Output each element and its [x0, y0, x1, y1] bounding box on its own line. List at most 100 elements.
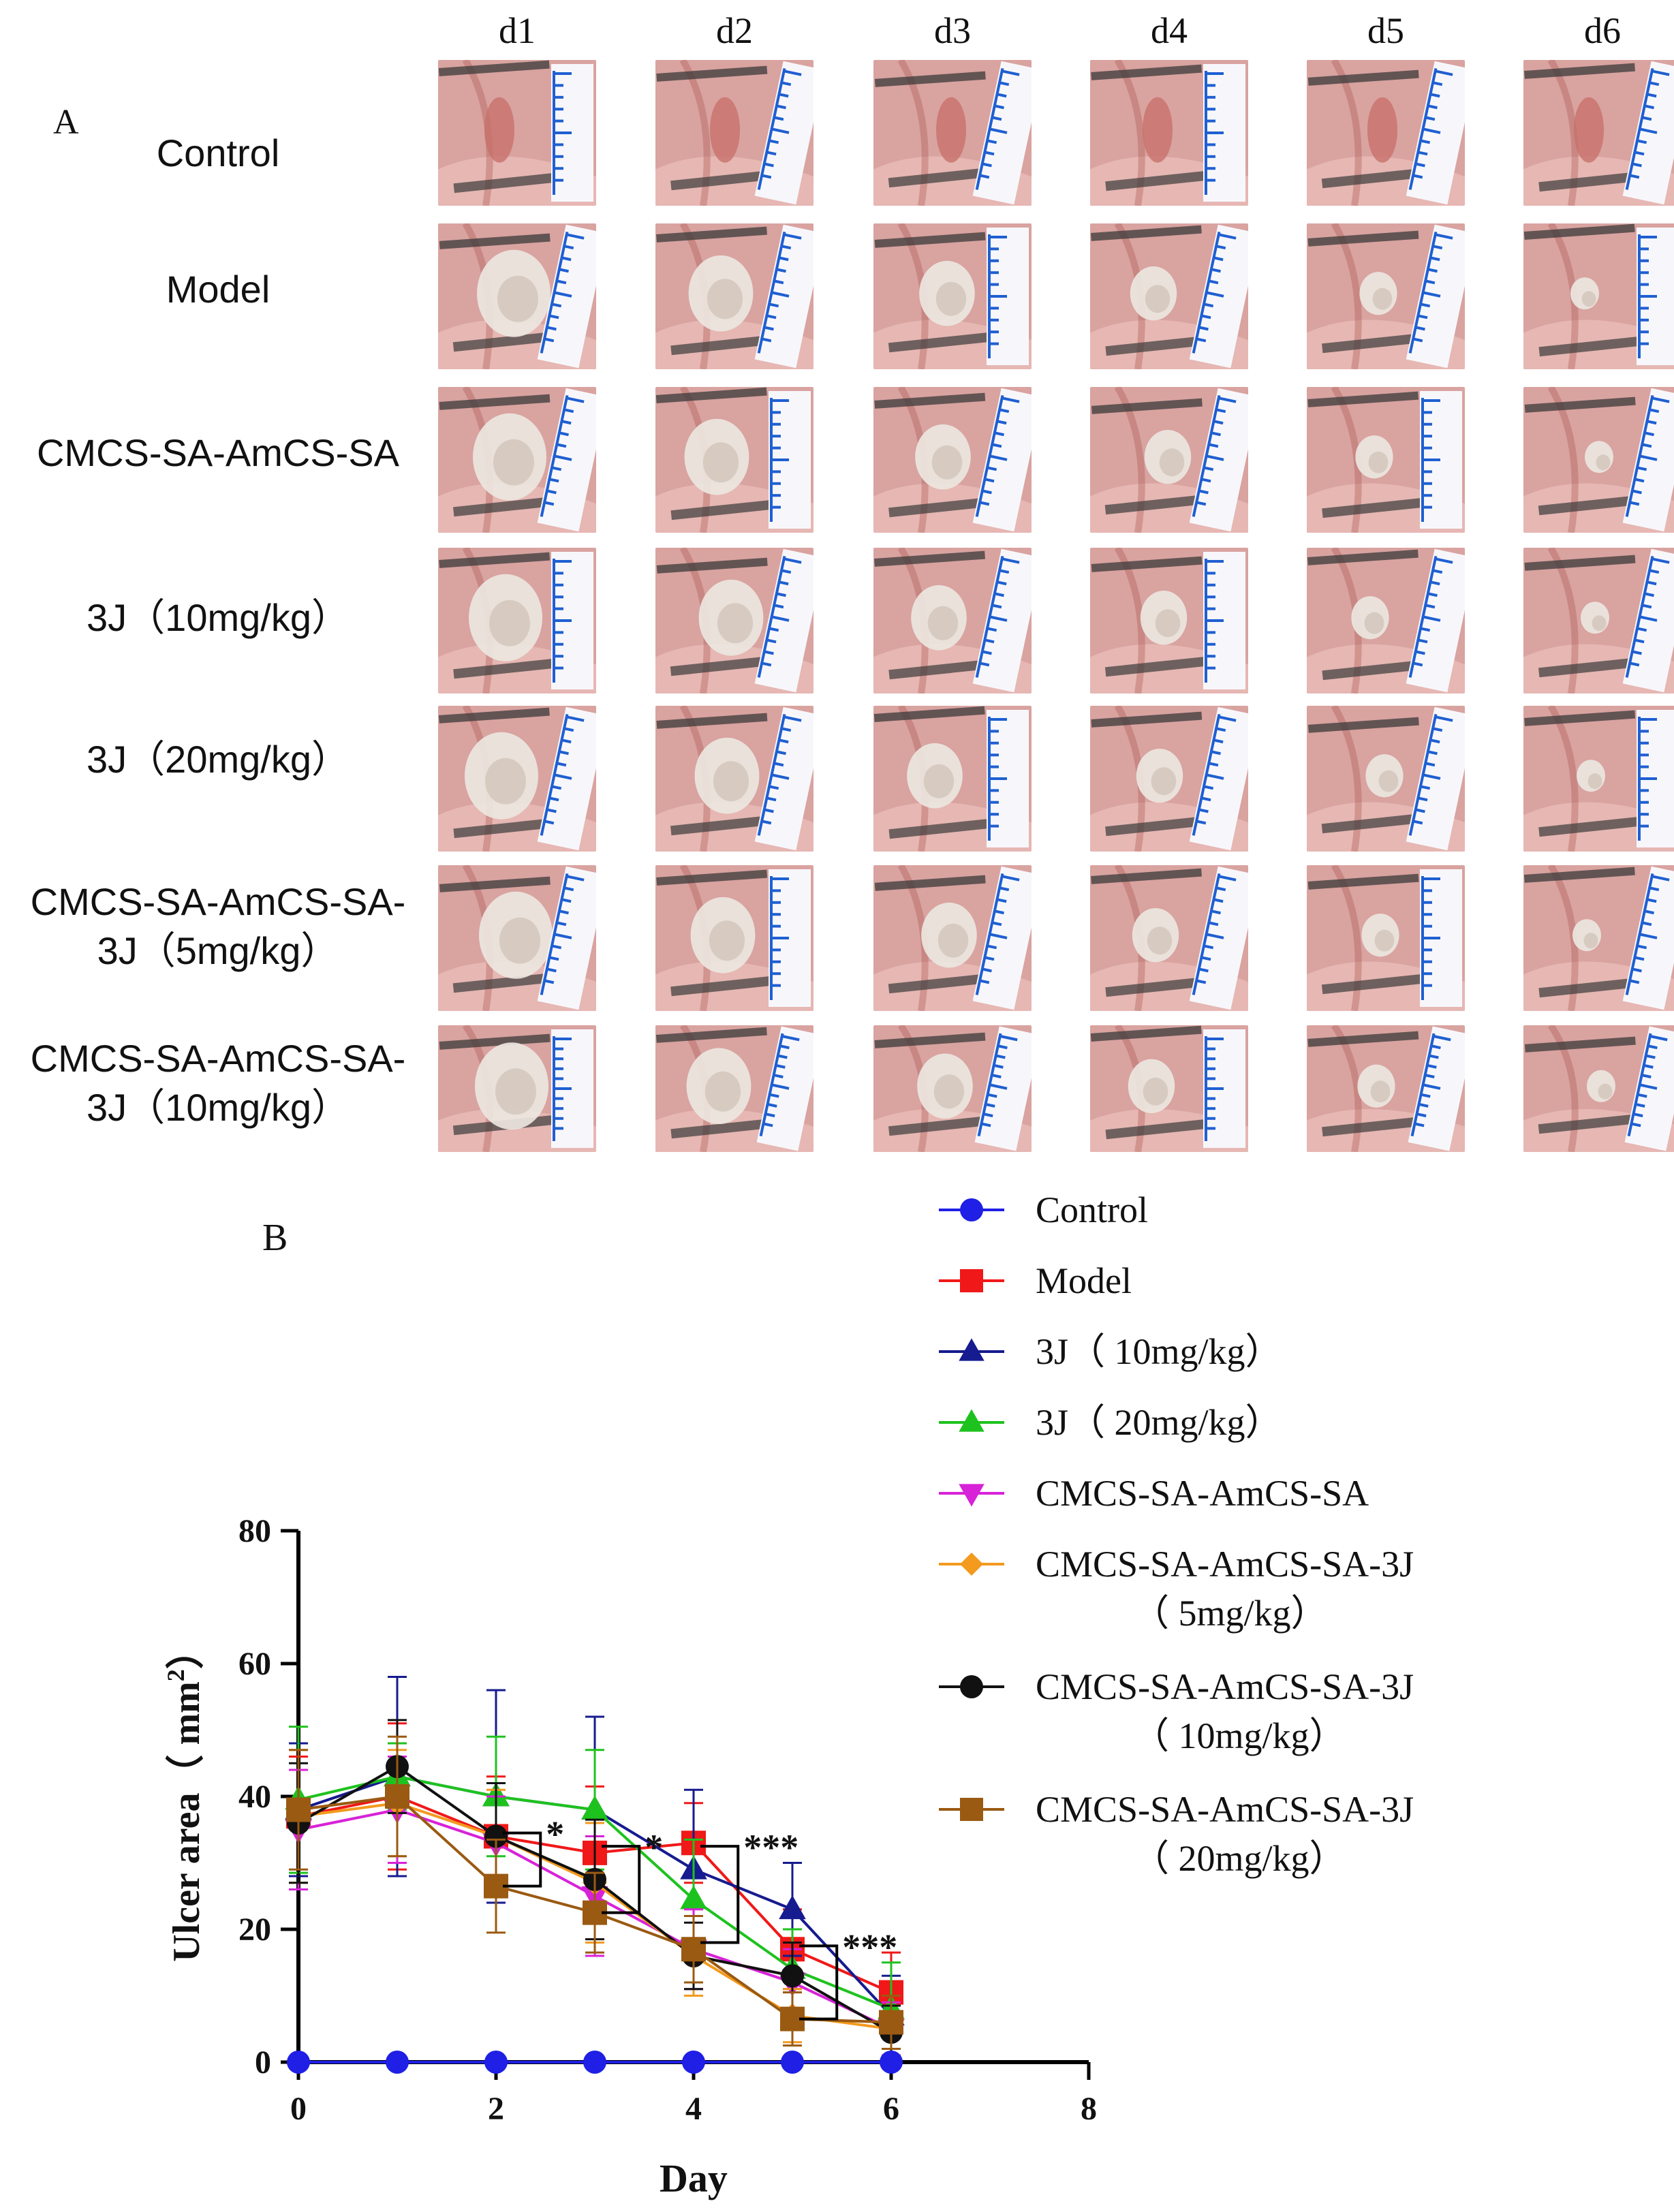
- day-label-d6: d6: [1584, 10, 1621, 51]
- data-point: [581, 1795, 608, 1820]
- y-axis-label-text: Ulcer area（ mm: [165, 1681, 208, 1962]
- row-label-line: 3J（20mg/kg）: [87, 738, 350, 781]
- data-point: [583, 2051, 606, 2074]
- series-1: [287, 2051, 903, 2074]
- row-label-4: 3J（10mg/kg）: [0, 593, 436, 642]
- panel-a-letter: A: [53, 103, 79, 142]
- ulcer-photo-r6-d2: [655, 865, 813, 1011]
- ulcer-photo-r1-d1: [438, 60, 596, 206]
- row-label-line: CMCS-SA-AmCS-SA-: [30, 1037, 406, 1080]
- legend-entry-4: 3J（ 20mg/kg）: [939, 1402, 1282, 1443]
- legend-marker: [960, 1675, 983, 1698]
- row-label-7: CMCS-SA-AmCS-SA- 3J（10mg/kg）: [0, 1034, 436, 1132]
- ulcer-photo-r4-d6: [1523, 548, 1674, 694]
- data-point: [779, 1895, 806, 1920]
- significance-label: *: [645, 1827, 663, 1868]
- ulcer-photo-r5-d3: [873, 706, 1032, 852]
- ulcer-photo-r6-d5: [1307, 865, 1465, 1011]
- legend-label: （ 10mg/kg）: [1132, 1715, 1346, 1756]
- series-8: [286, 1735, 903, 2050]
- data-point: [385, 1784, 409, 1809]
- ulcer-photo-r5-d6: [1523, 706, 1674, 852]
- ulcer-photo-r1-d6: [1523, 60, 1674, 206]
- ulcer-photo-r2-d3: [873, 223, 1032, 369]
- data-point: [681, 1937, 706, 1962]
- data-point: [781, 1964, 804, 1988]
- row-label-line: Control: [156, 131, 280, 174]
- legend-entry-3: 3J（ 10mg/kg）: [939, 1331, 1282, 1372]
- x-tick-label: 6: [883, 2091, 899, 2127]
- x-tick-label: 2: [488, 2091, 504, 2127]
- legend-marker: [960, 1553, 983, 1576]
- ulcer-photo-r2-d5: [1307, 223, 1465, 369]
- legend-label: Model: [1036, 1260, 1132, 1301]
- ulcer-photo-r6-d6: [1523, 865, 1674, 1011]
- legend-entry-8: CMCS-SA-AmCS-SA-3J （ 20mg/kg）: [939, 1789, 1414, 1879]
- ulcer-photo-r7-d4: [1090, 1025, 1248, 1152]
- significance-label: ***: [743, 1827, 799, 1868]
- ulcer-photo-r1-d4: [1090, 60, 1248, 206]
- row-label-1: Control: [0, 129, 436, 178]
- significance-bracket: [799, 1944, 839, 2021]
- ulcer-photo-r7-d5: [1307, 1025, 1465, 1152]
- data-point: [484, 2051, 508, 2074]
- x-tick-label: 4: [685, 2091, 702, 2127]
- legend-label: CMCS-SA-AmCS-SA-3J: [1036, 1666, 1414, 1707]
- y-axis-label-superscript: 2: [162, 1669, 189, 1681]
- ulcer-photo-r5-d4: [1090, 706, 1248, 852]
- data-point: [286, 1797, 311, 1822]
- significance-label: ***: [842, 1927, 897, 1967]
- ulcer-photo-r1-d2: [655, 60, 813, 206]
- y-tick-label: 0: [255, 2044, 271, 2081]
- y-tick-label: 60: [238, 1646, 271, 1682]
- panel-b: B 0 2 4 6 8 0 20 40 60 80 Day Ulcer area（ mm2） * * *** *…: [0, 1158, 1674, 2212]
- row-label-2: Model: [0, 265, 436, 314]
- ulcer-photo-r3-d3: [873, 387, 1032, 533]
- ulcer-photo-r3-d2: [655, 387, 813, 533]
- legend-marker: [959, 1338, 985, 1361]
- legend-label: CMCS-SA-AmCS-SA: [1036, 1473, 1369, 1514]
- ulcer-photo-r1-d5: [1307, 60, 1465, 206]
- legend-label: Control: [1036, 1189, 1148, 1230]
- row-label-line: 3J（5mg/kg）: [97, 929, 339, 972]
- row-label-line: 3J（10mg/kg）: [87, 1086, 350, 1129]
- legend-label: CMCS-SA-AmCS-SA-3J: [1036, 1789, 1414, 1830]
- legend-label: （ 5mg/kg）: [1132, 1593, 1328, 1634]
- ulcer-photo-r3-d6: [1523, 387, 1674, 533]
- significance-bracket: [602, 1845, 641, 1914]
- ulcer-photo-r3-d4: [1090, 387, 1248, 533]
- legend-label: （ 20mg/kg）: [1132, 1838, 1346, 1879]
- data-point: [879, 2010, 903, 2035]
- data-point: [682, 2051, 705, 2074]
- legend-marker: [959, 1409, 985, 1432]
- ulcer-photo-r1-d3: [873, 60, 1032, 206]
- ulcer-photo-r4-d2: [655, 548, 813, 694]
- ulcer-photo-r3-d5: [1307, 387, 1465, 533]
- legend-marker: [960, 1198, 983, 1221]
- legend-label: CMCS-SA-AmCS-SA-3J: [1036, 1544, 1414, 1585]
- ulcer-photo-r4-d3: [873, 548, 1032, 694]
- legend-label: 3J（ 20mg/kg）: [1036, 1402, 1282, 1443]
- ulcer-photo-r3-d1: [438, 387, 596, 533]
- ulcer-photo-r7-d1: [438, 1025, 596, 1152]
- legend-entry-6: CMCS-SA-AmCS-SA-3J （ 5mg/kg）: [939, 1544, 1414, 1634]
- legend-marker: [959, 1484, 985, 1507]
- data-point: [287, 2051, 310, 2074]
- y-tick-label: 40: [238, 1779, 271, 1815]
- legend-entry-2: Model: [939, 1260, 1132, 1301]
- ulcer-photo-r4-d1: [438, 548, 596, 694]
- row-label-line: CMCS-SA-AmCS-SA-: [30, 880, 406, 923]
- panel-a: A d1 d2 d3 d4 d5 d6 Control Model CMCS-SA-AmCS-…: [0, 10, 1674, 1152]
- y-axis-label: Ulcer area（ mm2）: [162, 1631, 208, 1962]
- row-label-line: 3J（10mg/kg）: [87, 596, 350, 639]
- ulcer-photo-r5-d2: [655, 706, 813, 852]
- ulcer-photo-r7-d3: [873, 1025, 1032, 1152]
- day-label-d5: d5: [1367, 10, 1404, 51]
- legend-marker: [960, 1798, 983, 1821]
- day-label-d2: d2: [716, 10, 753, 51]
- ulcer-photo-r6-d1: [438, 865, 596, 1011]
- y-tick-label: 80: [238, 1513, 271, 1549]
- x-axis-label: Day: [660, 2156, 728, 2200]
- day-label-d4: d4: [1151, 10, 1188, 51]
